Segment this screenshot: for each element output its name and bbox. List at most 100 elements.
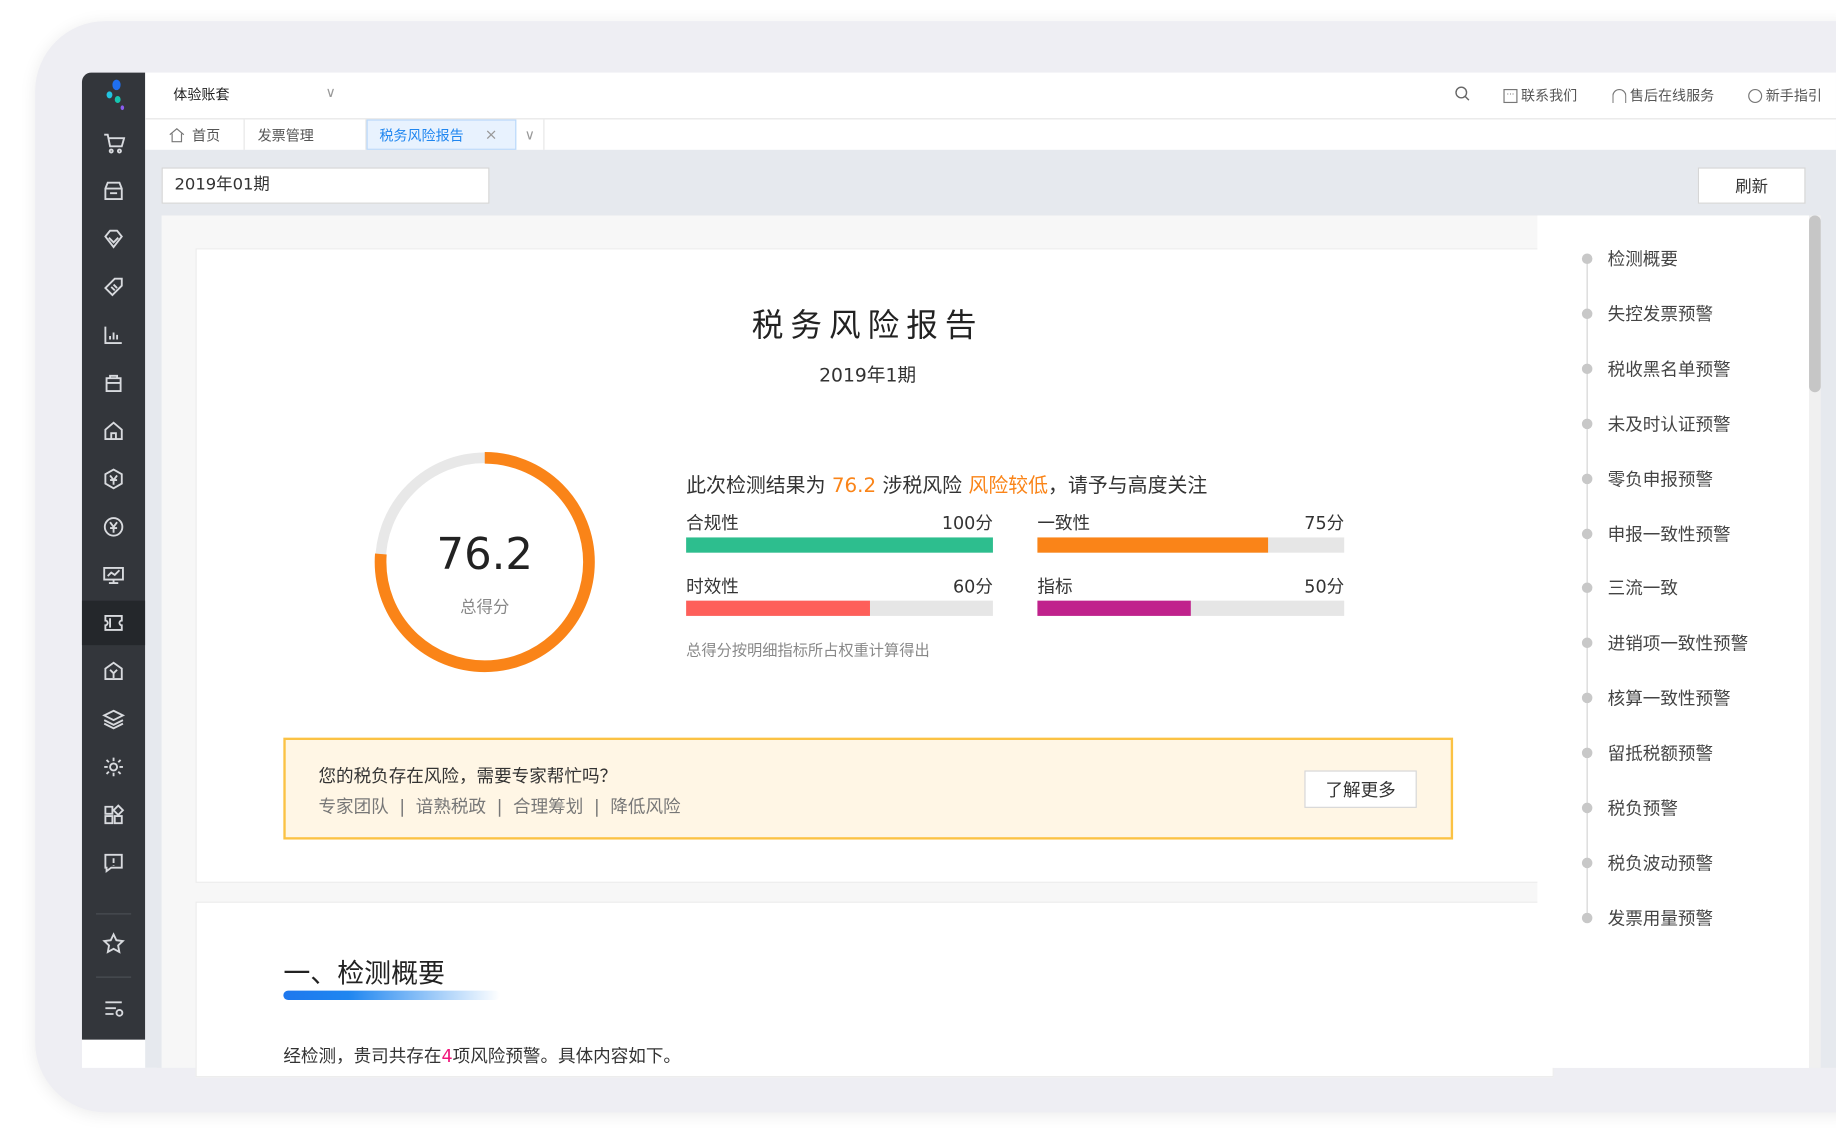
home-building-icon [104, 421, 123, 441]
sidebar-item-menu-settings[interactable] [82, 986, 145, 1030]
sidebar-item-layers[interactable] [82, 697, 145, 741]
home-icon [169, 127, 185, 142]
report-period: 2019年1期 [819, 364, 917, 387]
chevron-down-icon: ∨ [325, 84, 336, 101]
metric-score: 75分 [1304, 512, 1345, 534]
tag-separator: | [593, 796, 600, 818]
metric-bar [1037, 600, 1345, 616]
tabs-more-button[interactable]: ∨ [516, 119, 545, 150]
metric-bar-fill [686, 600, 871, 616]
sidebar-item-diamond[interactable] [82, 217, 145, 261]
outline-item[interactable]: 发票用量预警 [1607, 907, 1714, 929]
sidebar-item-tag[interactable] [82, 265, 145, 309]
outline-dot [1581, 637, 1593, 649]
outline-dot [1581, 582, 1593, 594]
outline-item[interactable]: 检测概要 [1607, 248, 1678, 270]
report-title: 税务风险报告 [751, 307, 984, 345]
tag-separator: | [496, 796, 503, 818]
outline-dot [1581, 857, 1593, 869]
scrollbar[interactable] [1809, 215, 1821, 1068]
outline-dot [1581, 253, 1593, 265]
sidebar-item-bank[interactable] [82, 649, 145, 693]
report-icon [104, 326, 122, 345]
search-icon[interactable] [1454, 84, 1470, 101]
scrollbar-thumb[interactable] [1809, 215, 1821, 393]
bag-icon [105, 374, 122, 393]
outline-item[interactable]: 零负申报预警 [1607, 468, 1714, 490]
sidebar-item-chart-board[interactable] [82, 553, 145, 597]
bank-icon [104, 661, 123, 681]
outline-item[interactable]: 留抵税额预警 [1607, 743, 1714, 765]
sidebar-divider [96, 976, 132, 978]
sidebar-item-gear[interactable] [82, 745, 145, 789]
outline-dot [1581, 418, 1593, 429]
outline-item[interactable]: 税负波动预警 [1607, 852, 1714, 874]
score-ring-fill [374, 451, 595, 673]
expert-banner: 您的税负存在风险，需要专家帮忙吗？ 专家团队 | 谙熟税政 | 合理筹划 | 降低风险 了解… [283, 737, 1454, 840]
banner-title: 您的税负存在风险，需要专家帮忙吗？ [318, 765, 618, 787]
feedback-icon [104, 853, 123, 874]
sidebar-item-apps[interactable] [82, 793, 145, 837]
guide-link[interactable]: 新手指引 [1748, 85, 1822, 105]
diamond-icon [104, 229, 123, 249]
banner-tag: 专家团队 [318, 796, 389, 818]
banner-tag: 合理筹划 [513, 796, 584, 818]
score-value: 76.2 [436, 529, 533, 580]
outline-dot [1581, 528, 1593, 539]
chat-icon: ··· [1503, 88, 1518, 103]
tab-home[interactable]: 首页 [145, 119, 245, 150]
outline-dot [1581, 308, 1593, 319]
metric-bar-fill [1037, 600, 1191, 616]
sidebar-item-store[interactable] [82, 169, 145, 213]
sidebar-item-star[interactable] [82, 921, 145, 965]
yen-shield-icon [104, 468, 123, 490]
sidebar-item-yen-circle[interactable] [82, 505, 145, 549]
sidebar-item-feedback[interactable] [82, 841, 145, 885]
sidebar-item-cart[interactable] [82, 121, 145, 165]
tab-tax-risk-report[interactable]: 税务风险报告 × [366, 119, 517, 150]
store-icon [104, 181, 123, 200]
metric-name: 指标 [1037, 576, 1073, 598]
menu-settings-icon [105, 1001, 124, 1017]
banner-tag: 降低风险 [610, 796, 681, 818]
period-select[interactable]: 2019年01期 [161, 167, 490, 204]
metric-bar [686, 600, 993, 616]
sidebar-item-yen-shield[interactable] [82, 457, 145, 501]
star-icon [102, 932, 125, 954]
outline-dot [1581, 747, 1593, 759]
score-note: 总得分按明细指标所占权重计算得出 [686, 642, 930, 661]
close-icon[interactable]: × [484, 125, 498, 144]
outline-item[interactable]: 税负预警 [1607, 797, 1678, 820]
tag-separator: | [399, 796, 406, 818]
section-heading: 一、检测概要 [283, 958, 445, 990]
outline-item[interactable]: 税收黑名单预警 [1607, 358, 1731, 380]
outline-item[interactable]: 进销项一致性预警 [1607, 633, 1749, 655]
section-underline [283, 990, 500, 1000]
account-selector[interactable]: 体验账套 ∨ [173, 73, 337, 115]
sidebar-item-ticket[interactable] [81, 600, 146, 646]
metric-name: 一致性 [1037, 512, 1091, 534]
gear-icon [104, 757, 123, 777]
sidebar-footer [81, 1039, 157, 1068]
outline-dot [1581, 473, 1593, 484]
contact-us-link[interactable]: ··· 联系我们 [1503, 85, 1577, 105]
sidebar-item-home-building[interactable] [82, 409, 145, 453]
metric-score: 100分 [941, 512, 993, 534]
after-sales-link[interactable]: 售后在线服务 [1612, 85, 1714, 105]
outline-item[interactable]: 失控发票预警 [1607, 303, 1714, 325]
sidebar-item-bag[interactable] [82, 361, 145, 405]
refresh-button[interactable]: 刷新 [1697, 167, 1806, 204]
learn-more-button[interactable]: 了解更多 [1304, 770, 1417, 808]
tab-invoice[interactable]: 发票管理 [245, 119, 367, 150]
outline-item[interactable]: 核算一致性预警 [1607, 688, 1731, 710]
outline-dot [1581, 802, 1593, 814]
sidebar [81, 72, 146, 1040]
outline-item[interactable]: 申报一致性预警 [1607, 523, 1731, 545]
ticket-icon [104, 614, 123, 631]
headline-score: 76.2 [831, 474, 877, 498]
outline-dot [1581, 363, 1593, 374]
outline-item[interactable]: 三流一致 [1607, 578, 1678, 600]
sidebar-item-report[interactable] [82, 313, 145, 357]
logo [101, 79, 129, 113]
outline-item[interactable]: 未及时认证预警 [1607, 413, 1731, 435]
